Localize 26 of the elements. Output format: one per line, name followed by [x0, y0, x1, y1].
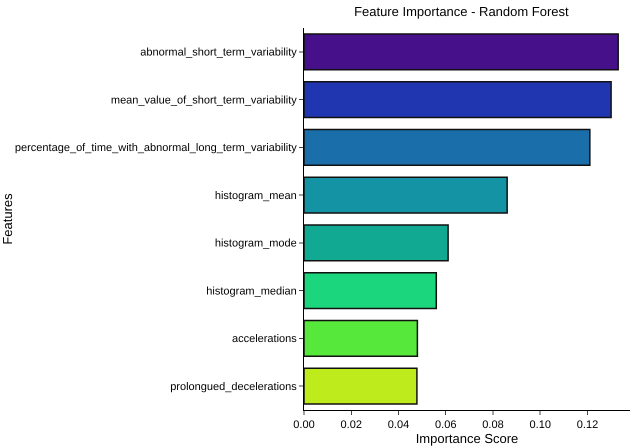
x-tick-label: 0.02 [340, 419, 362, 432]
y-axis-title: Features [0, 192, 15, 245]
bar [304, 367, 418, 405]
chart-title: Feature Importance - Random Forest [354, 4, 570, 19]
y-tick-label: abnormal_short_term_variability [140, 46, 298, 59]
x-tick-label: 0.06 [435, 419, 456, 432]
x-tick-label: 0.10 [530, 419, 551, 432]
y-tick-label: prolongued_decelerations [170, 380, 298, 393]
y-tick-label: mean_value_of_short_term_variability [110, 94, 298, 106]
bar [304, 80, 612, 118]
bar [304, 224, 449, 262]
x-tick-label: 0.00 [293, 419, 315, 432]
bar [304, 320, 418, 358]
bar [304, 272, 438, 310]
x-axis-title: Importance Score [416, 431, 518, 446]
y-tick-label: histogram_mode [214, 238, 297, 250]
bar [304, 128, 591, 166]
bar [304, 176, 508, 214]
x-tick-label: 0.04 [388, 419, 410, 432]
y-tick-label: percentage_of_time_with_abnormal_long_term_variability [14, 142, 298, 154]
y-tick-label: histogram_median [206, 285, 297, 298]
x-tick-label: 0.08 [482, 419, 504, 432]
x-tick-label: 0.12 [576, 419, 598, 432]
y-tick-label: histogram_mean [214, 190, 297, 202]
bar [304, 33, 619, 71]
y-tick-label: accelerations [232, 333, 298, 346]
